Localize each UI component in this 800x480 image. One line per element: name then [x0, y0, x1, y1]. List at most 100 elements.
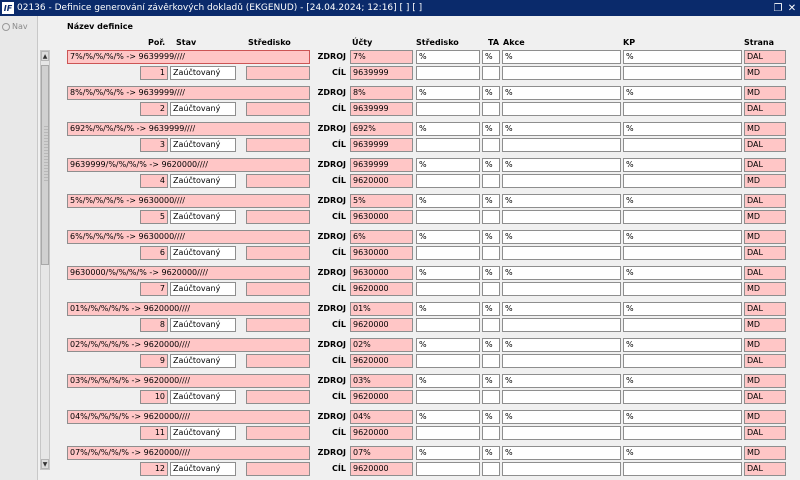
- zdroj-akce-field[interactable]: %: [502, 158, 621, 172]
- zdroj-ucty-field[interactable]: 03%: [350, 374, 413, 388]
- cil-stredisko-field[interactable]: [416, 246, 480, 260]
- zdroj-ta-field[interactable]: %: [482, 158, 500, 172]
- zdroj-akce-field[interactable]: %: [502, 194, 621, 208]
- cil-ta-field[interactable]: [482, 102, 500, 116]
- cil-ta-field[interactable]: [482, 210, 500, 224]
- cil-ucty-field[interactable]: 9639999: [350, 102, 413, 116]
- cil-ucty-field[interactable]: 9620000: [350, 174, 413, 188]
- zdroj-kp-field[interactable]: %: [623, 158, 742, 172]
- cil-strana-field[interactable]: MD: [744, 318, 786, 332]
- cil-kp-field[interactable]: [623, 318, 742, 332]
- cil-akce-field[interactable]: [502, 174, 621, 188]
- cil-ta-field[interactable]: [482, 390, 500, 404]
- zdroj-ta-field[interactable]: %: [482, 230, 500, 244]
- definition-name-field[interactable]: 692%/%/%/%/% -> 9639999////: [67, 122, 310, 136]
- poradi-field[interactable]: 1: [140, 66, 168, 80]
- stredisko-field[interactable]: [246, 426, 310, 440]
- cil-ta-field[interactable]: [482, 426, 500, 440]
- cil-akce-field[interactable]: [502, 354, 621, 368]
- stav-field[interactable]: Zaúčtovaný: [170, 282, 236, 296]
- cil-ucty-field[interactable]: 9639999: [350, 66, 413, 80]
- cil-strana-field[interactable]: MD: [744, 174, 786, 188]
- poradi-field[interactable]: 12: [140, 462, 168, 476]
- cil-ucty-field[interactable]: 9620000: [350, 426, 413, 440]
- poradi-field[interactable]: 2: [140, 102, 168, 116]
- cil-stredisko-field[interactable]: [416, 354, 480, 368]
- zdroj-stredisko-field[interactable]: %: [416, 302, 480, 316]
- cil-kp-field[interactable]: [623, 390, 742, 404]
- zdroj-ucty-field[interactable]: 9639999: [350, 158, 413, 172]
- poradi-field[interactable]: 4: [140, 174, 168, 188]
- zdroj-stredisko-field[interactable]: %: [416, 50, 480, 64]
- zdroj-ucty-field[interactable]: 07%: [350, 446, 413, 460]
- zdroj-stredisko-field[interactable]: %: [416, 122, 480, 136]
- cil-akce-field[interactable]: [502, 66, 621, 80]
- zdroj-strana-field[interactable]: MD: [744, 374, 786, 388]
- zdroj-ucty-field[interactable]: 692%: [350, 122, 413, 136]
- zdroj-strana-field[interactable]: DAL: [744, 194, 786, 208]
- cil-ta-field[interactable]: [482, 138, 500, 152]
- cil-kp-field[interactable]: [623, 462, 742, 476]
- cil-ucty-field[interactable]: 9620000: [350, 318, 413, 332]
- poradi-field[interactable]: 8: [140, 318, 168, 332]
- cil-stredisko-field[interactable]: [416, 318, 480, 332]
- stredisko-field[interactable]: [246, 390, 310, 404]
- definition-name-field[interactable]: 01%/%/%/%/% -> 9620000////: [67, 302, 310, 316]
- poradi-field[interactable]: 10: [140, 390, 168, 404]
- zdroj-stredisko-field[interactable]: %: [416, 86, 480, 100]
- zdroj-strana-field[interactable]: DAL: [744, 158, 786, 172]
- zdroj-ta-field[interactable]: %: [482, 194, 500, 208]
- zdroj-ucty-field[interactable]: 04%: [350, 410, 413, 424]
- zdroj-ta-field[interactable]: %: [482, 122, 500, 136]
- stredisko-field[interactable]: [246, 210, 310, 224]
- cil-akce-field[interactable]: [502, 138, 621, 152]
- cil-akce-field[interactable]: [502, 426, 621, 440]
- zdroj-akce-field[interactable]: %: [502, 230, 621, 244]
- cil-stredisko-field[interactable]: [416, 462, 480, 476]
- zdroj-akce-field[interactable]: %: [502, 86, 621, 100]
- restore-icon[interactable]: ❐: [773, 2, 783, 14]
- cil-strana-field[interactable]: DAL: [744, 462, 786, 476]
- zdroj-kp-field[interactable]: %: [623, 374, 742, 388]
- cil-stredisko-field[interactable]: [416, 102, 480, 116]
- zdroj-kp-field[interactable]: %: [623, 50, 742, 64]
- zdroj-ucty-field[interactable]: 01%: [350, 302, 413, 316]
- cil-stredisko-field[interactable]: [416, 138, 480, 152]
- zdroj-ta-field[interactable]: %: [482, 338, 500, 352]
- zdroj-strana-field[interactable]: MD: [744, 446, 786, 460]
- cil-strana-field[interactable]: DAL: [744, 354, 786, 368]
- stredisko-field[interactable]: [246, 66, 310, 80]
- zdroj-akce-field[interactable]: %: [502, 410, 621, 424]
- cil-akce-field[interactable]: [502, 210, 621, 224]
- zdroj-kp-field[interactable]: %: [623, 446, 742, 460]
- poradi-field[interactable]: 9: [140, 354, 168, 368]
- definition-name-field[interactable]: 9630000/%/%/%/% -> 9620000////: [67, 266, 310, 280]
- cil-ta-field[interactable]: [482, 282, 500, 296]
- zdroj-strana-field[interactable]: MD: [744, 230, 786, 244]
- zdroj-kp-field[interactable]: %: [623, 122, 742, 136]
- cil-akce-field[interactable]: [502, 318, 621, 332]
- splitter-grip[interactable]: [44, 126, 48, 182]
- cil-stredisko-field[interactable]: [416, 390, 480, 404]
- cil-ta-field[interactable]: [482, 246, 500, 260]
- cil-kp-field[interactable]: [623, 102, 742, 116]
- cil-strana-field[interactable]: MD: [744, 210, 786, 224]
- zdroj-ucty-field[interactable]: 5%: [350, 194, 413, 208]
- stredisko-field[interactable]: [246, 462, 310, 476]
- cil-kp-field[interactable]: [623, 246, 742, 260]
- cil-ta-field[interactable]: [482, 66, 500, 80]
- poradi-field[interactable]: 7: [140, 282, 168, 296]
- cil-kp-field[interactable]: [623, 66, 742, 80]
- zdroj-strana-field[interactable]: MD: [744, 122, 786, 136]
- cil-kp-field[interactable]: [623, 354, 742, 368]
- zdroj-akce-field[interactable]: %: [502, 446, 621, 460]
- definition-name-field[interactable]: 5%/%/%/%/% -> 9630000////: [67, 194, 310, 208]
- cil-strana-field[interactable]: MD: [744, 66, 786, 80]
- stredisko-field[interactable]: [246, 102, 310, 116]
- cil-stredisko-field[interactable]: [416, 426, 480, 440]
- zdroj-kp-field[interactable]: %: [623, 410, 742, 424]
- zdroj-ta-field[interactable]: %: [482, 266, 500, 280]
- zdroj-stredisko-field[interactable]: %: [416, 374, 480, 388]
- definition-name-field[interactable]: 02%/%/%/%/% -> 9620000////: [67, 338, 310, 352]
- cil-ucty-field[interactable]: 9630000: [350, 246, 413, 260]
